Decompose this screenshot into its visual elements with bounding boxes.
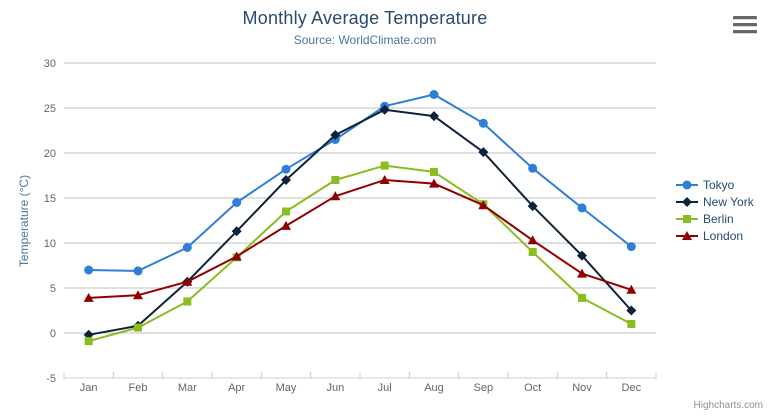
triangle-marker-icon[interactable]: [281, 220, 291, 230]
y-axis-tick-label: 15: [44, 193, 56, 205]
circle-marker-icon[interactable]: [133, 266, 143, 276]
chart-subtitle: Source: WorldClimate.com: [293, 33, 437, 47]
x-axis-category-label: Oct: [524, 382, 541, 394]
series-line[interactable]: [87, 93, 633, 272]
triangle-marker-icon[interactable]: [527, 235, 538, 245]
triangle-marker-icon[interactable]: [682, 231, 692, 240]
legend-item-london[interactable]: London: [676, 228, 754, 244]
circle-marker-icon[interactable]: [682, 180, 692, 190]
square-marker-icon[interactable]: [578, 293, 586, 302]
series-line[interactable]: [87, 164, 633, 343]
triangle-marker-icon[interactable]: [133, 290, 143, 300]
diamond-marker-icon[interactable]: [379, 104, 390, 115]
x-axis-category-label: Feb: [129, 382, 148, 394]
circle-marker-icon[interactable]: [528, 163, 538, 173]
legend-item-berlin[interactable]: Berlin: [676, 211, 754, 227]
diamond-marker-icon[interactable]: [231, 226, 242, 237]
diamond-marker-icon[interactable]: [429, 111, 439, 122]
x-axis-category-label: Dec: [622, 382, 642, 394]
diamond-marker-icon[interactable]: [281, 175, 291, 185]
circle-marker-icon[interactable]: [429, 90, 439, 99]
legend-item-tokyo[interactable]: Tokyo: [676, 177, 754, 193]
square-marker-icon[interactable]: [84, 337, 93, 346]
x-axis-category-label: May: [276, 382, 297, 394]
diamond-marker-icon[interactable]: [577, 250, 587, 261]
chart-title: Monthly Average Temperature: [242, 8, 488, 28]
y-axis-tick-label: 5: [50, 283, 56, 295]
triangle-marker-icon[interactable]: [83, 292, 94, 302]
square-marker-icon[interactable]: [430, 167, 438, 176]
square-marker-icon[interactable]: [282, 207, 290, 216]
y-axis-tick-label: 10: [44, 238, 56, 250]
square-marker-icon[interactable]: [380, 161, 389, 170]
legend-diamond-icon: [676, 197, 698, 207]
legend-item-new-york[interactable]: New York: [676, 194, 754, 210]
diamond-marker-icon[interactable]: [478, 147, 489, 158]
triangle-marker-icon[interactable]: [330, 191, 341, 201]
hamburger-icon: [733, 23, 757, 27]
triangle-marker-icon[interactable]: [379, 175, 390, 184]
x-axis-category-label: Jun: [326, 382, 344, 394]
legend-label: Berlin: [703, 212, 734, 226]
diamond-marker-icon[interactable]: [626, 305, 637, 316]
square-marker-icon[interactable]: [528, 248, 537, 256]
highcharts-credit[interactable]: Highcharts.com: [693, 400, 763, 411]
export-menu-button[interactable]: [733, 16, 757, 34]
triangle-marker-icon[interactable]: [429, 178, 439, 188]
square-marker-icon[interactable]: [134, 323, 142, 332]
y-axis-tick-label: 0: [50, 328, 56, 340]
triangle-marker-icon[interactable]: [231, 251, 242, 261]
y-axis-tick-label: -5: [46, 373, 56, 385]
legend-circle-icon: [676, 180, 698, 190]
square-marker-icon[interactable]: [331, 176, 340, 184]
x-axis-category-label: Sep: [474, 382, 494, 394]
hamburger-icon: [733, 16, 757, 20]
diamond-marker-icon[interactable]: [527, 201, 538, 212]
legend-label: New York: [703, 195, 754, 209]
legend: Tokyo New York Berlin London: [676, 177, 754, 244]
diamond-marker-icon[interactable]: [682, 197, 692, 207]
legend-label: London: [703, 229, 744, 243]
hamburger-icon: [733, 30, 757, 34]
x-axis-category-label: Jul: [378, 382, 392, 394]
series-london[interactable]: [83, 175, 637, 302]
square-marker-icon[interactable]: [683, 215, 691, 223]
legend-label: Tokyo: [703, 178, 735, 192]
legend-square-icon: [676, 215, 698, 223]
x-axis-category-label: Aug: [424, 382, 444, 394]
series-line[interactable]: [87, 108, 633, 336]
x-axis-category-label: Jan: [80, 382, 98, 394]
diamond-marker-icon[interactable]: [330, 130, 341, 140]
circle-marker-icon[interactable]: [626, 242, 636, 252]
circle-marker-icon[interactable]: [281, 164, 291, 174]
series-new-york[interactable]: [83, 104, 637, 340]
square-marker-icon[interactable]: [627, 320, 636, 328]
circle-marker-icon[interactable]: [478, 118, 488, 128]
triangle-marker-icon[interactable]: [478, 200, 489, 210]
x-axis-category-label: Nov: [572, 382, 592, 394]
series-line[interactable]: [87, 179, 633, 299]
circle-marker-icon[interactable]: [577, 203, 587, 213]
triangle-marker-icon[interactable]: [182, 276, 193, 286]
series-tokyo[interactable]: [84, 90, 636, 276]
square-marker-icon[interactable]: [183, 297, 192, 306]
circle-marker-icon[interactable]: [84, 265, 94, 275]
triangle-marker-icon[interactable]: [626, 284, 637, 294]
circle-marker-icon[interactable]: [182, 243, 192, 252]
circle-marker-icon[interactable]: [232, 198, 242, 207]
y-axis-tick-label: 25: [44, 103, 56, 115]
y-axis-title: Temperature (°C): [17, 174, 31, 268]
legend-triangle-icon: [676, 231, 698, 240]
y-axis-tick-label: 30: [44, 58, 56, 70]
x-axis-category-label: Mar: [178, 382, 197, 394]
y-axis-tick-label: 20: [44, 148, 56, 160]
x-axis-category-label: Apr: [228, 382, 245, 394]
triangle-marker-icon[interactable]: [577, 268, 587, 278]
